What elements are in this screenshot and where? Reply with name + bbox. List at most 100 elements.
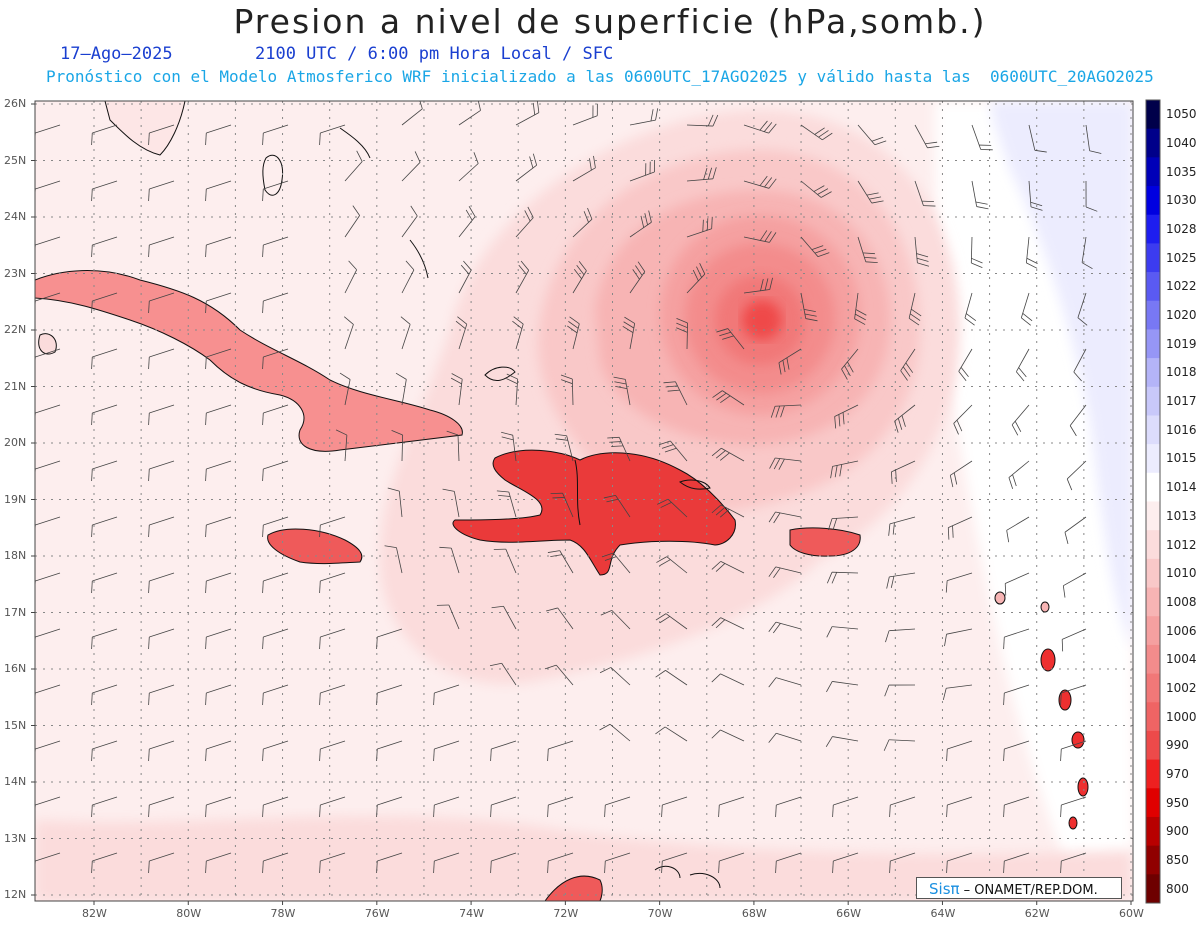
- colorbar: [1145, 99, 1161, 904]
- wind-barb: [490, 796, 517, 818]
- lat-label: 21N: [4, 379, 27, 393]
- wind-barb: [832, 796, 859, 818]
- wind-barb: [958, 348, 973, 382]
- colorbar-label: 1025: [1166, 250, 1197, 265]
- colorbar-label: 1018: [1166, 365, 1197, 380]
- wind-barb: [964, 292, 977, 326]
- time-label: 2100 UTC / 6:00 pm Hora Local / SFC: [255, 44, 614, 64]
- wind-barb: [629, 261, 646, 294]
- colorbar-swatch: [1146, 816, 1160, 847]
- wind-barb: [205, 236, 232, 258]
- wind-barb: [572, 260, 587, 294]
- wind-barb: [148, 628, 175, 650]
- wind-barb: [686, 167, 717, 182]
- wind-barb: [319, 852, 346, 874]
- wind-barb: [826, 571, 859, 584]
- wind-barb: [572, 155, 596, 182]
- colorbar-swatch: [1146, 644, 1160, 675]
- wind-barb: [376, 740, 403, 762]
- wind-barb: [908, 292, 922, 326]
- wind-barb: [319, 796, 346, 818]
- wind-barb: [515, 260, 530, 294]
- wind-barb: [262, 516, 289, 538]
- wind-barb: [205, 684, 232, 706]
- colorbar-swatch: [1146, 386, 1160, 416]
- lat-label: 18N: [4, 549, 27, 562]
- wind-barb: [622, 316, 636, 350]
- colorbar-swatch: [1146, 587, 1160, 617]
- lat-label: 16N: [4, 662, 27, 675]
- colorbar-label: 1010: [1166, 566, 1197, 581]
- wind-barb: [884, 684, 916, 697]
- pressure-1015-area: [990, 101, 1133, 650]
- wind-barb: [883, 739, 916, 751]
- colorbar-label: 1019: [1166, 336, 1197, 351]
- wind-barb: [458, 101, 481, 126]
- colorbar-swatch: [1146, 300, 1160, 330]
- colorbar-swatch: [1146, 358, 1160, 388]
- credit-brand: Sisπ: [929, 880, 960, 898]
- lat-label: 20N: [4, 436, 27, 449]
- wind-barb: [743, 230, 777, 243]
- colorbar-swatch: [1146, 444, 1160, 474]
- wind-barb: [91, 404, 118, 426]
- wind-barb: [319, 684, 346, 706]
- wind-barb: [344, 260, 358, 294]
- colorbar-label: 1016: [1166, 422, 1197, 437]
- wind-barb: [826, 681, 859, 693]
- wind-barb: [262, 124, 289, 146]
- colorbar-swatch: [1146, 243, 1160, 273]
- wind-barb: [711, 673, 745, 686]
- colorbar-label: 1040: [1166, 136, 1197, 151]
- wind-barb: [335, 429, 348, 462]
- wind-barb: [604, 796, 631, 818]
- wind-barb: [148, 516, 175, 538]
- wind-barb: [686, 216, 713, 238]
- colorbar-swatch: [1146, 100, 1160, 130]
- lat-label: 14N: [4, 775, 27, 788]
- wind-barb: [262, 404, 289, 426]
- wind-barb: [661, 852, 688, 874]
- wind-barb: [1077, 292, 1088, 326]
- wind-barb: [262, 460, 289, 482]
- colorbar-swatch: [1146, 272, 1160, 302]
- colorbar-swatch: [1146, 616, 1160, 646]
- wind-barb: [344, 316, 354, 350]
- wind-barb: [400, 316, 411, 350]
- lon-label: 74W: [459, 907, 484, 920]
- wind-barb: [515, 101, 540, 126]
- wind-barb: [148, 796, 175, 818]
- wind-barb: [450, 373, 463, 406]
- wind-barb: [546, 607, 574, 630]
- wind-barb: [205, 572, 232, 594]
- wind-barb: [262, 740, 289, 762]
- wind-barb: [655, 670, 688, 686]
- wind-barb: [544, 664, 574, 686]
- wind-barb: [205, 348, 232, 370]
- wind-barb: [339, 372, 351, 406]
- wind-barb: [656, 556, 688, 574]
- wind-barb: [743, 175, 777, 189]
- lat-label: 23N: [4, 266, 27, 280]
- map-field: [35, 101, 1133, 901]
- wind-barb: [768, 511, 802, 524]
- colorbar-swatch: [1146, 788, 1160, 818]
- wind-barb: [433, 796, 460, 818]
- wind-barb: [91, 572, 118, 594]
- wind-barb: [830, 460, 859, 479]
- wind-barb: [493, 548, 517, 574]
- forecast-description: Pronóstico con el Modelo Atmosferico WRF…: [46, 67, 1154, 86]
- wind-barb: [395, 372, 407, 406]
- colorbar-label: 1004: [1166, 652, 1197, 667]
- colorbar-label: 850: [1166, 852, 1189, 867]
- wind-barb: [401, 260, 415, 294]
- lat-label: 13N: [4, 831, 27, 845]
- wind-barb: [914, 124, 940, 149]
- wind-barb: [1006, 516, 1030, 543]
- wind-barb: [205, 124, 232, 146]
- wind-barb: [458, 152, 479, 182]
- colorbar-swatch: [1146, 730, 1160, 761]
- wind-barb: [953, 404, 973, 435]
- wind-barb: [262, 180, 289, 202]
- wind-barb: [547, 852, 574, 874]
